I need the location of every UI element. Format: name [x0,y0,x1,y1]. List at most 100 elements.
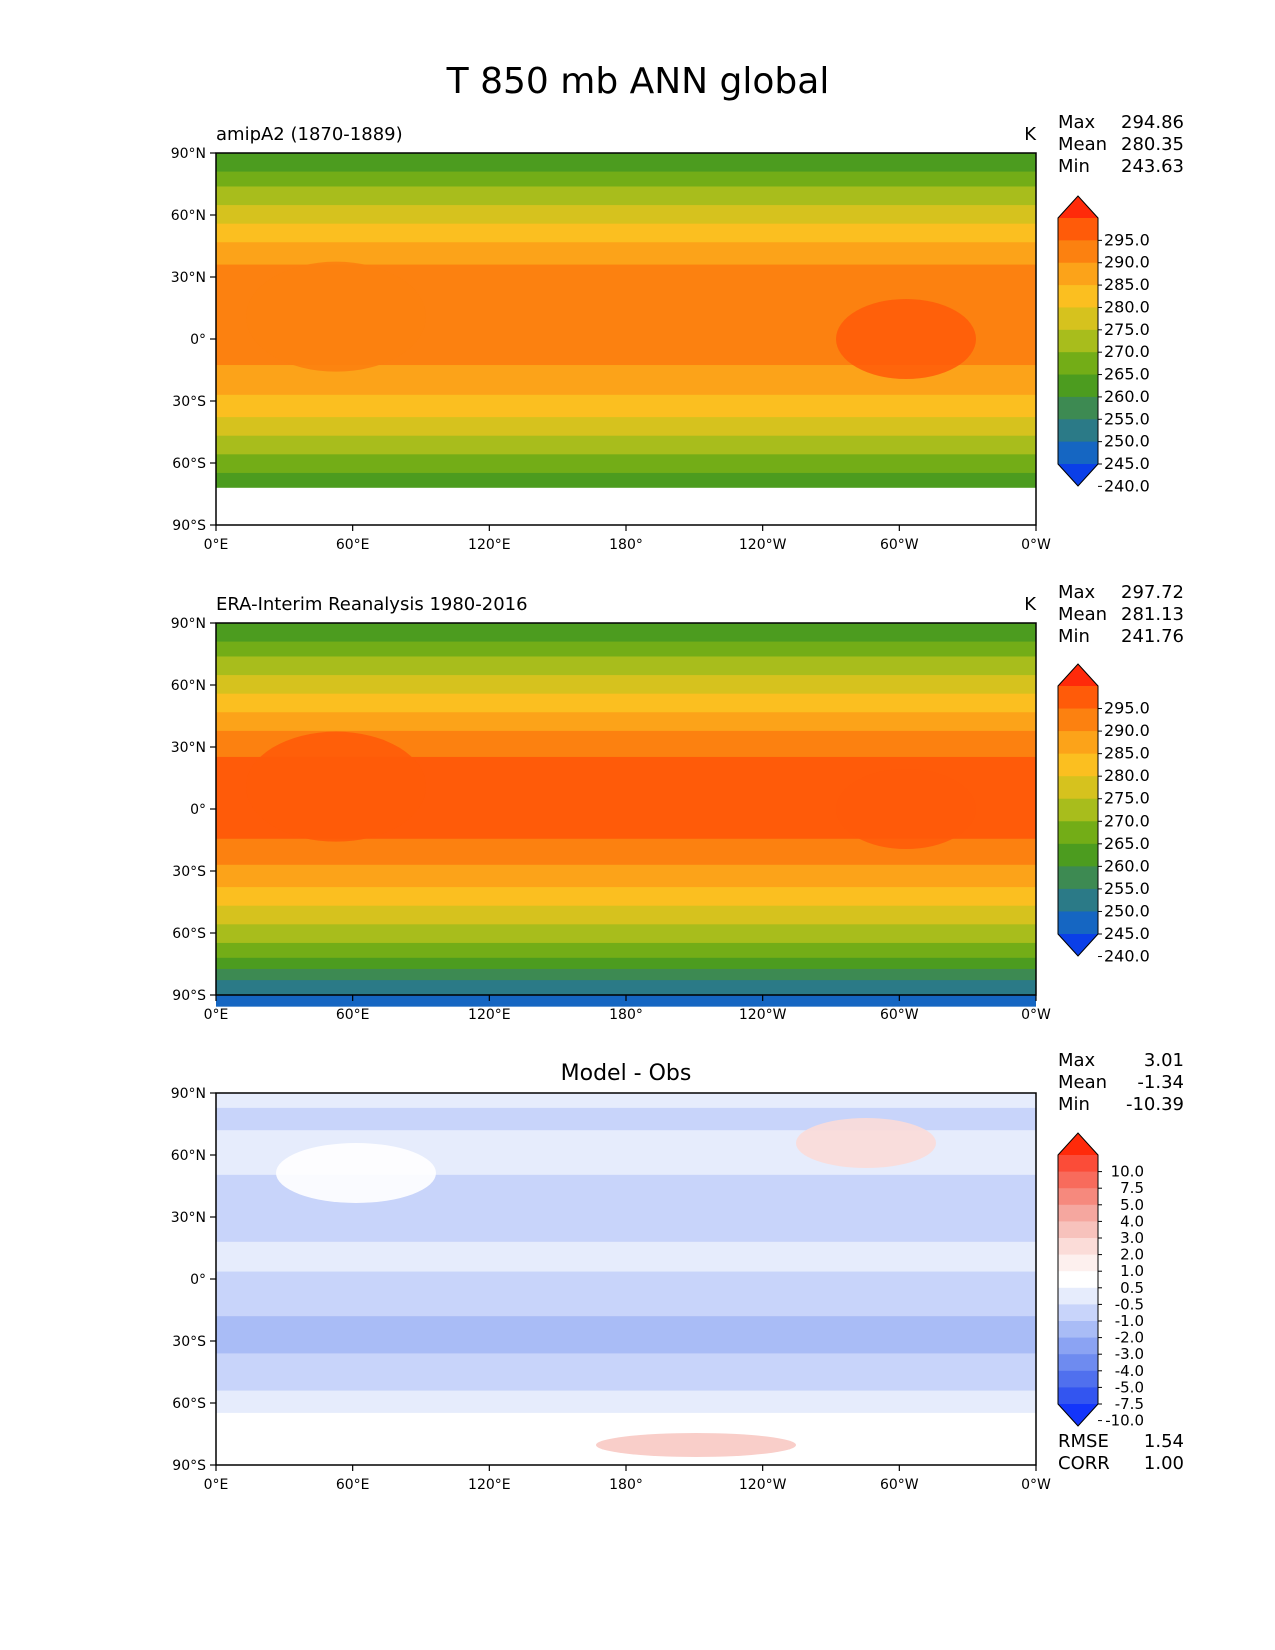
y-tick-label: 60°S [172,926,206,942]
colorbar-label: 255.0 [1104,879,1150,898]
colorbar-swatch [1058,441,1098,465]
stat-label: Mean [1058,1072,1107,1093]
field-band [216,887,1036,907]
field-band [216,242,1036,266]
y-axis: 90°N 60°N 30°N 0° 30°S 60°S 90°S [171,616,216,1004]
metric-label: CORR [1058,1453,1110,1474]
colorbar-swatch [1058,419,1098,443]
colorbar-label: -10.0 [1105,1412,1144,1430]
x-axis: 0°E 60°E 120°E 180° 120°W 60°W 0°W [204,525,1051,553]
y-tick-label: 90°N [171,146,206,162]
y-tick-label: 60°S [172,1396,206,1412]
field-band [216,1390,1036,1414]
x-tick-label: 0°E [204,537,229,553]
colorbar-swatch [1058,708,1098,732]
colorbar-label: 250.0 [1104,901,1150,920]
field-band [216,394,1036,418]
panel-diff: Model - Obs 90°N 60°N 30°N 0° 30°S 60°S 90°S 0… [171,1050,1184,1493]
anomaly-region [796,1118,936,1168]
colorbar-swatch [1058,1155,1098,1173]
colorbar-label: -7.5 [1115,1395,1144,1413]
stat-label: Mean [1058,604,1107,625]
colorbar-label: 285.0 [1104,744,1150,763]
colorbar-extend-max [1058,196,1098,218]
stat-label: Max [1058,112,1096,133]
y-axis: 90°N 60°N 30°N 0° 30°S 60°S 90°S [171,146,216,534]
stats-block: Max 294.86 Mean 280.35 Min 243.63 [1058,112,1184,177]
y-tick-label: 60°N [171,1148,206,1164]
colorbar-label: 0.5 [1120,1279,1144,1297]
x-tick-label: 120°W [739,1477,787,1493]
field-band [216,153,1036,173]
field-band [216,205,1036,225]
field-band [216,487,1036,526]
colorbar-label: 3.0 [1120,1229,1144,1247]
colorbar-label: 250.0 [1104,432,1150,451]
colorbar-swatch [1058,911,1098,935]
colorbar-label: 270.0 [1104,811,1150,830]
anomaly-region [596,1433,796,1457]
colorbar-label: 270.0 [1104,342,1150,361]
field-band [216,712,1036,732]
field-band [216,968,1036,981]
field-band [216,223,1036,243]
stat-label: Max [1058,582,1096,603]
colorbar-swatch [1058,1204,1098,1222]
colorbar-label: -0.5 [1115,1295,1144,1313]
x-tick-label: 120°E [468,1477,511,1493]
colorbar: 10.07.55.04.03.02.01.00.5-0.5-1.0-2.0-3.… [1057,1132,1144,1430]
stat-value: 294.86 [1121,112,1184,133]
colorbar-label: 290.0 [1104,721,1150,740]
stat-label: Min [1058,156,1090,177]
field-band [216,1353,1036,1392]
field-band [216,957,1036,970]
colorbar-swatch [1058,1188,1098,1206]
panel-model: amipA2 (1870-1889) K 90°N 60°N 30°N 0° 30°S 6… [171,112,1184,553]
colorbar-extend-max [1058,1133,1098,1155]
figure-title: T 850 mb ANN global [446,61,830,102]
x-tick-label: 120°E [468,1007,511,1023]
x-tick-label: 180° [609,1007,643,1023]
colorbar-swatch [1058,1387,1098,1405]
y-tick-label: 30°S [172,864,206,880]
y-tick-label: 0° [190,802,206,818]
colorbar-label: -4.0 [1115,1362,1144,1380]
x-tick-label: 180° [609,537,643,553]
colorbar-label: 290.0 [1104,253,1150,272]
colorbar-swatch [1058,798,1098,822]
colorbar-swatch [1058,888,1098,913]
y-tick-label: 30°S [172,1334,206,1350]
colorbar-extend-min [1058,464,1098,486]
panel-title: Model - Obs [561,1061,692,1086]
colorbar-label: 5.0 [1120,1196,1144,1214]
colorbar-label: -5.0 [1115,1378,1144,1396]
colorbar-label: -3.0 [1115,1345,1144,1363]
field-band [216,1316,1036,1354]
colorbar-label: 295.0 [1104,230,1150,249]
field-band [216,1241,1036,1273]
colorbar-swatch [1058,1271,1098,1289]
y-tick-label: 30°N [171,1210,206,1226]
x-tick-label: 0°W [1021,1477,1051,1493]
y-tick-label: 30°N [171,270,206,286]
field-band [216,656,1036,676]
colorbar-extend-min [1058,934,1098,956]
colorbar-swatch [1058,866,1098,890]
y-tick-label: 0° [190,332,206,348]
field-band [216,1412,1036,1436]
x-tick-label: 0°W [1021,1007,1051,1023]
colorbar-swatch [1058,262,1098,286]
colorbar-label: 245.0 [1104,454,1150,473]
colorbar-swatch [1058,731,1098,755]
x-tick-label: 60°E [336,1007,370,1023]
colorbar-swatch [1058,1254,1098,1272]
field-band [216,1271,1036,1317]
stats-block: Max 3.01 Mean -1.34 Min -10.39 [1058,1050,1184,1115]
metric-value: 1.54 [1144,1431,1184,1452]
colorbar: 295.0 290.0 285.0 280.0 275.0 270.0 265.0 260.0… [1057,195,1150,495]
colorbar-extend-max [1058,664,1098,686]
colorbar-swatch [1058,1370,1098,1388]
colorbar-swatch [1058,374,1098,398]
colorbar-label: 240.0 [1104,947,1150,966]
field-band [216,905,1036,925]
